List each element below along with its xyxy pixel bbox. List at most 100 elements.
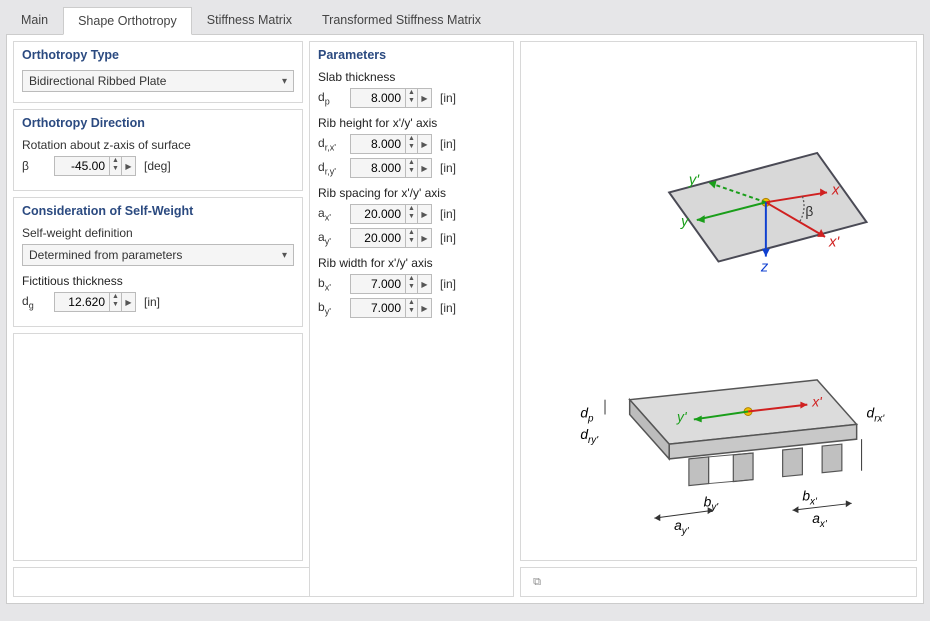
rib-width-y-spinner[interactable]: ▲▼ <box>406 298 418 318</box>
rib-gap1 <box>709 453 753 484</box>
beta-spinner[interactable]: ▲▼ <box>110 156 122 176</box>
self-weight-def-dropdown[interactable]: Determined from parameters ▾ <box>22 244 294 266</box>
slab-input[interactable] <box>350 88 406 108</box>
rib-height-x-input[interactable] <box>350 134 406 154</box>
fict-unit: [in] <box>144 295 160 309</box>
preview-pane: x x' β y y' <box>520 41 917 561</box>
x-label: x <box>831 182 840 198</box>
rib-width-y-play[interactable]: ▶ <box>418 298 432 318</box>
rib4 <box>822 444 842 473</box>
ay-arrow1 <box>654 514 660 521</box>
rib-height-y-field: dr,y' ▲▼ ▶ [in] <box>318 158 505 178</box>
beta-unit: [deg] <box>144 159 171 173</box>
rib-height-y-sym: dr,y' <box>318 160 346 176</box>
rib-height-x-spinner[interactable]: ▲▼ <box>406 134 418 154</box>
ay-dim <box>654 510 713 518</box>
slab-label: Slab thickness <box>318 70 505 84</box>
ax-label: ax' <box>812 510 828 530</box>
chevron-down-icon: ▾ <box>282 76 287 87</box>
orthotropy-type-title: Orthotropy Type <box>22 48 294 62</box>
tab-shape-orthotropy[interactable]: Shape Orthotropy <box>63 7 192 35</box>
orthotropy-type-panel: Orthotropy Type Bidirectional Ribbed Pla… <box>13 41 303 103</box>
rib-width-y-sym: by' <box>318 300 346 316</box>
rib-spacing-x-field: ax' ▲▼ ▶ [in] <box>318 204 505 224</box>
bx-label: bx' <box>802 487 818 507</box>
tab-main[interactable]: Main <box>6 6 63 34</box>
orthotropy-direction-title: Orthotropy Direction <box>22 116 294 130</box>
drx-label: drx' <box>867 404 886 424</box>
rib-height-y-input[interactable] <box>350 158 406 178</box>
dp-label: dp <box>580 404 594 424</box>
rib-spacing-y-spinner[interactable]: ▲▼ <box>406 228 418 248</box>
dry-label: dry' <box>580 426 599 446</box>
rib-height-y-unit: [in] <box>440 161 456 175</box>
fict-thickness-label: Fictitious thickness <box>22 274 294 288</box>
rib-height-x-unit: [in] <box>440 137 456 151</box>
slab-yp-label: y' <box>676 408 688 424</box>
orthotropy-type-value: Bidirectional Ribbed Plate <box>29 74 166 88</box>
rib-height-x-sym: dr,x' <box>318 136 346 152</box>
rib-width-x-input[interactable] <box>350 274 406 294</box>
ax-dim <box>793 503 852 510</box>
slab-field: dp ▲▼ ▶ [in] <box>318 88 505 108</box>
chevron-down-icon: ▾ <box>282 250 287 261</box>
rib-width-y-field: by' ▲▼ ▶ [in] <box>318 298 505 318</box>
parameters-panel: Parameters Slab thickness dp ▲▼ ▶ [in] R… <box>309 41 514 597</box>
orthotropy-type-dropdown[interactable]: Bidirectional Ribbed Plate ▾ <box>22 70 294 92</box>
rib-height-label: Rib height for x'/y' axis <box>318 116 505 130</box>
self-weight-panel: Consideration of Self-Weight Self-weight… <box>13 197 303 327</box>
ax-arrow1 <box>793 506 799 513</box>
rib-height-y-play[interactable]: ▶ <box>418 158 432 178</box>
tab-bar: Main Shape Orthotropy Stiffness Matrix T… <box>6 6 924 34</box>
beta-play[interactable]: ▶ <box>122 156 136 176</box>
content-area: Orthotropy Type Bidirectional Ribbed Pla… <box>6 34 924 604</box>
rib-spacing-y-input[interactable] <box>350 228 406 248</box>
rib1 <box>689 457 709 486</box>
slab-sym: dp <box>318 90 346 106</box>
rib-width-x-spinner[interactable]: ▲▼ <box>406 274 418 294</box>
rib-width-x-play[interactable]: ▶ <box>418 274 432 294</box>
rib3 <box>783 448 803 477</box>
rib-height-y-spinner[interactable]: ▲▼ <box>406 158 418 178</box>
slab-xp-label: x' <box>811 394 823 410</box>
fict-thickness-field: dg ▲▼ ▶ [in] <box>22 292 294 312</box>
tab-stiffness-matrix[interactable]: Stiffness Matrix <box>192 6 307 34</box>
rib-height-x-play[interactable]: ▶ <box>418 134 432 154</box>
slab-spinner[interactable]: ▲▼ <box>406 88 418 108</box>
preview-svg: x x' β y y' <box>531 52 906 550</box>
self-weight-def-value: Determined from parameters <box>29 248 182 262</box>
rib-spacing-x-unit: [in] <box>440 207 456 221</box>
rib-width-x-field: bx' ▲▼ ▶ [in] <box>318 274 505 294</box>
rib-spacing-y-sym: ay' <box>318 230 346 246</box>
slab-unit: [in] <box>440 91 456 105</box>
fict-symbol: dg <box>22 294 50 310</box>
fict-spinner[interactable]: ▲▼ <box>110 292 122 312</box>
beta-input[interactable] <box>54 156 110 176</box>
beta-label: β <box>805 203 813 219</box>
rib-spacing-x-input[interactable] <box>350 204 406 224</box>
rib-spacing-y-play[interactable]: ▶ <box>418 228 432 248</box>
z-label: z <box>760 259 769 275</box>
yp-label: y' <box>688 173 700 189</box>
slab-play[interactable]: ▶ <box>418 88 432 108</box>
rotation-label: Rotation about z-axis of surface <box>22 138 294 152</box>
rib-spacing-y-unit: [in] <box>440 231 456 245</box>
rib-spacing-x-play[interactable]: ▶ <box>418 204 432 224</box>
beta-symbol: β <box>22 159 50 173</box>
export-icon[interactable]: ⧉ <box>527 572 547 592</box>
fict-play[interactable]: ▶ <box>122 292 136 312</box>
tab-transformed-stiffness-matrix[interactable]: Transformed Stiffness Matrix <box>307 6 496 34</box>
rib-width-x-unit: [in] <box>440 277 456 291</box>
z-arrow <box>762 249 770 257</box>
ay-label: ay' <box>674 517 690 537</box>
preview-toolbar: ⧉ <box>520 567 917 597</box>
rib-width-x-sym: bx' <box>318 276 346 292</box>
fict-input[interactable] <box>54 292 110 312</box>
left-empty-panel <box>13 333 303 561</box>
self-weight-def-label: Self-weight definition <box>22 226 294 240</box>
rib-spacing-x-sym: ax' <box>318 206 346 222</box>
rib-spacing-x-spinner[interactable]: ▲▼ <box>406 204 418 224</box>
parameters-title: Parameters <box>318 48 505 62</box>
rib-width-y-input[interactable] <box>350 298 406 318</box>
rib-spacing-label: Rib spacing for x'/y' axis <box>318 186 505 200</box>
